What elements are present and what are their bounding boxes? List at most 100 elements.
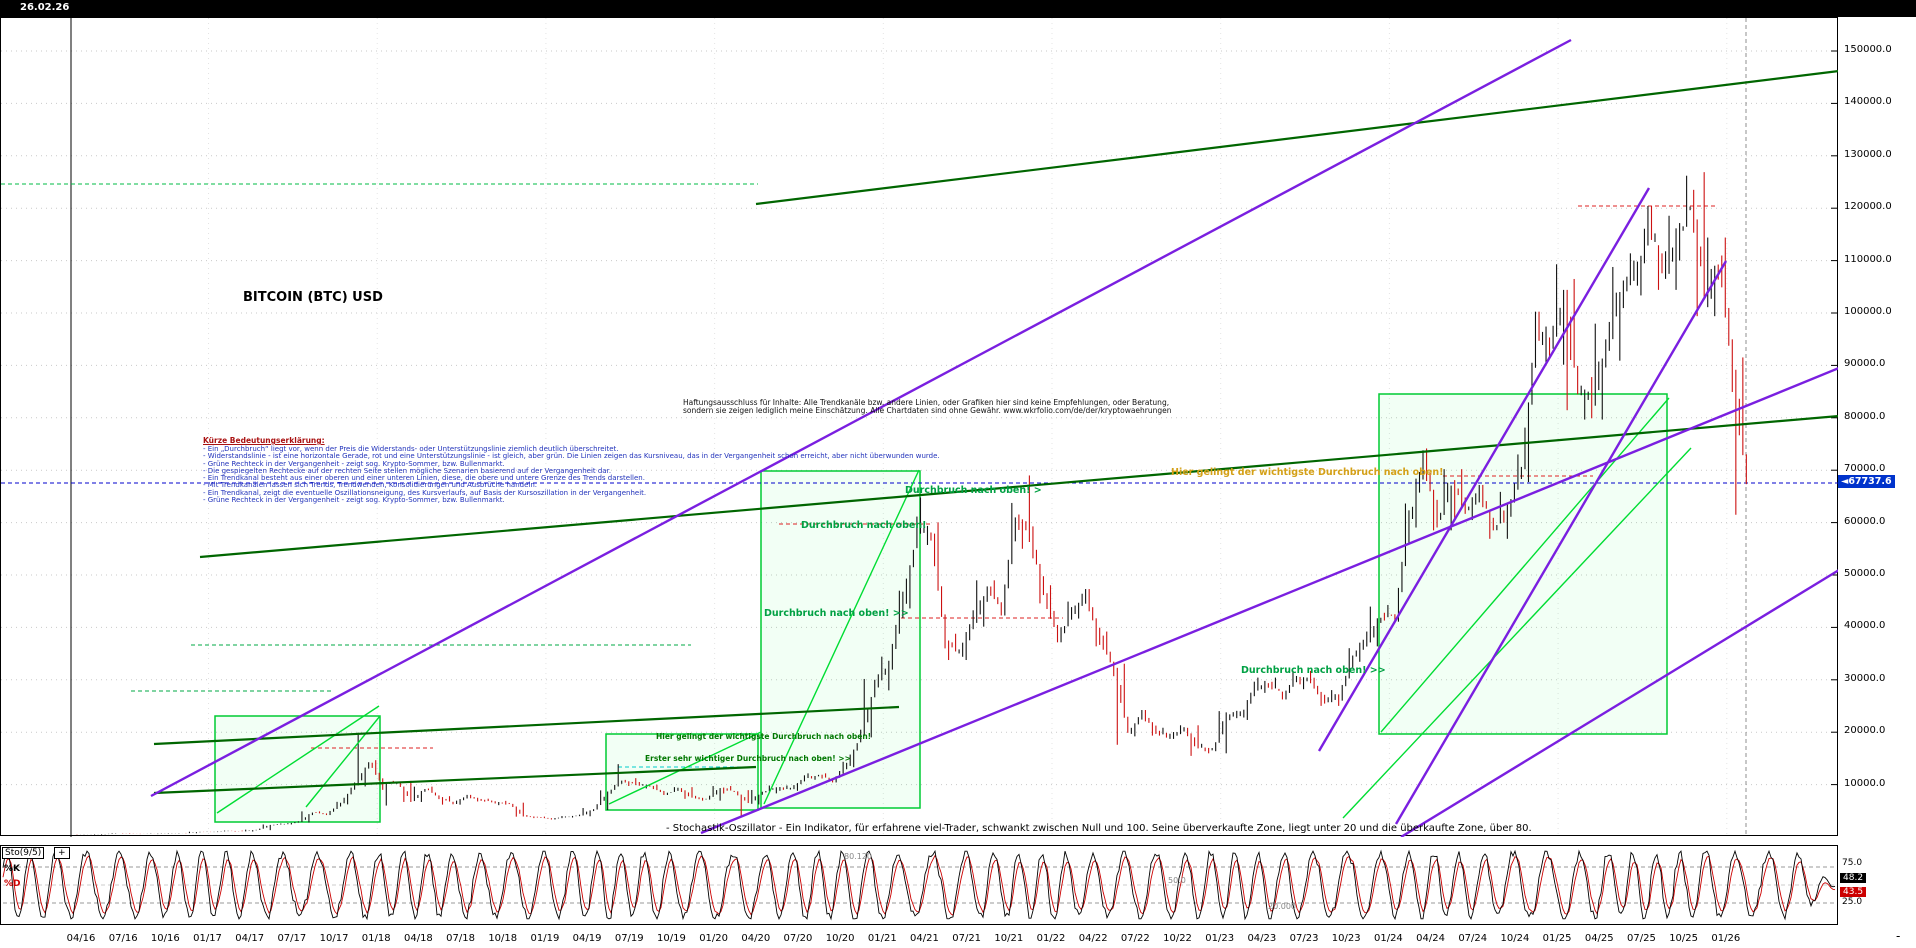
legend-block: Kürze Bedeutungserklärung: - Ein „Durchb… [203,436,940,504]
breakout-annotation-5: Hier gelingt der wichtigste Durchbruch n… [1171,467,1444,478]
legend-line-4: - Die gespiegelten Rechtecke auf der rec… [203,466,612,475]
date-tick-label: 07/22 [1120,933,1150,944]
legend-lines: - Ein „Durchbruch“ liegt vor, wenn der P… [203,445,940,505]
disclaimer-line2: sondern sie zeigen lediglich meine Einsc… [683,406,1172,416]
legend-line-7: - Ein Trendkanal, zeigt die eventuelle O… [203,488,647,497]
price-tick-label: 80000.0 [1844,410,1886,422]
date-tick-label: 07/16 [108,933,138,944]
date-tick-label: 01/19 [530,933,560,944]
current-price-marker: ◄67737.6 [1838,475,1895,488]
price-tick-label: 20000.0 [1844,725,1886,737]
date-tick-label: 10/20 [825,933,855,944]
price-tick-label: 10000.0 [1844,777,1886,789]
date-tick-label: 01/20 [699,933,729,944]
date-tick-label: 04/22 [1078,933,1108,944]
k-line-label: %K [4,864,20,874]
date-tick-label: 10/19 [657,933,686,944]
osc-inner-label-1: 80.120 [844,852,872,861]
osc-upper-level: 75.0 [1842,858,1863,868]
price-tick-label: 120000.0 [1844,201,1892,213]
stochastic-note: - Stochastik-Oszillator - Ein Indikator,… [666,823,1532,834]
legend-line-8: - Grüne Rechteck in der Vergangenheit - … [203,496,505,505]
price-marker-arrow-icon: ◄ [1841,476,1849,487]
disclaimer-line1: Haftungsausschluss für Inhalte: Alle Tre… [683,398,1170,407]
osc-d-value: 43.5 [1840,887,1867,897]
date-tick-label: 07/25 [1627,933,1656,944]
collapse-control[interactable]: - [1896,929,1901,943]
date-tick-label: 01/23 [1205,933,1235,944]
date-tick-label: 07/23 [1289,933,1319,944]
legend-line-1: - Ein „Durchbruch“ liegt vor, wenn der P… [203,445,619,453]
date-tick-label: 10/25 [1669,933,1699,944]
price-tick-label: 30000.0 [1844,672,1886,684]
breakout-annotation-2: Durchbruch nach oben! [801,520,927,531]
d-line-label: %D [4,879,21,889]
chart-date-label: 26.02.26 [20,2,70,13]
date-tick-label: 04/18 [403,933,433,944]
breakout-annotation-6: Hier gelingt der wichtigste Durchbruch n… [656,732,872,741]
date-tick-label: 07/24 [1458,933,1488,944]
osc-lower-level: 25.0 [1842,897,1863,907]
date-tick-label: 07/19 [614,933,644,944]
add-indicator-button[interactable]: + [54,847,70,859]
disclaimer: Haftungsausschluss für Inhalte: Alle Tre… [683,398,1172,416]
legend-line-5: - Ein Trendkanal besteht aus einer obere… [203,474,645,483]
date-tick-label: 07/20 [783,933,813,944]
price-tick-label: 60000.0 [1844,515,1886,527]
breakout-annotation-3: Durchbruch nach oben! > [905,485,1042,496]
date-tick-label: 04/19 [572,933,602,944]
date-tick-label: 07/17 [277,933,307,944]
price-tick-label: 100000.0 [1844,306,1892,317]
date-tick-label: 04/17 [235,933,265,944]
osc-inner-label-2: 50.0 [1168,876,1186,885]
chart-title: BITCOIN (BTC) USD [243,290,383,305]
title-bar: 26.02.26 [0,0,1916,17]
oscillator-canvas [2,849,1836,921]
date-tick-label: 04/23 [1247,933,1277,944]
osc-inner-label-3: 20.000 [1268,902,1296,911]
date-tick-label: 01/25 [1542,933,1572,944]
breakout-annotation-4: Durchbruch nach oben! >> [1241,665,1386,676]
date-tick-label: 04/21 [910,933,939,944]
price-axis: ◄67737.6 150000.0 140000.0 130000.0 120000.… [1838,17,1916,836]
date-tick-label: 10/23 [1331,933,1361,944]
price-tick-label: 70000.0 [1844,463,1886,475]
date-tick-label: 10/16 [150,933,180,944]
price-tick-label: 40000.0 [1844,620,1886,632]
date-tick-label: 04/25 [1584,933,1614,944]
current-price-value: 67737.6 [1848,476,1892,487]
oscillator-axis: 75.0 48.2 43.5 25.0 [1840,845,1916,925]
date-tick-label: 07/18 [446,933,475,944]
legend-header: Kürze Bedeutungserklärung: [203,436,325,445]
price-tick-label: 50000.0 [1844,568,1886,579]
price-tick-label: 110000.0 [1844,253,1892,265]
price-chart-area[interactable]: BITCOIN (BTC) USD Kürze Bedeutungserklär… [0,17,1839,837]
date-tick-label: 01/26 [1711,933,1741,944]
breakout-annotation-1: Durchbruch nach oben! >> [764,608,909,619]
price-tick-label: 90000.0 [1844,358,1886,370]
breakout-annotation-7: Erster sehr wichtiger Durchbruch nach ob… [645,754,851,763]
date-tick-label: 01/17 [193,933,222,944]
date-tick-label: 01/18 [361,933,391,944]
price-tick-label: 140000.0 [1844,96,1892,108]
price-tick-label: 130000.0 [1844,148,1892,160]
date-tick-label: 10/24 [1500,933,1530,944]
osc-k-value: 48.2 [1840,873,1867,883]
date-tick-label: 07/21 [952,933,982,944]
date-tick-label: 10/22 [1163,933,1192,944]
price-tick-label: 150000.0 [1844,44,1892,55]
legend-line-3: - Grüne Rechteck in der Vergangenheit - … [203,459,505,468]
date-tick-label: 01/22 [1036,933,1066,944]
date-tick-label: 04/16 [66,933,96,944]
date-tick-label: 04/24 [1416,933,1445,944]
legend-line-6: - Mit Trendkanälen lassen sich Trends, T… [203,481,537,490]
date-tick-label: 01/21 [867,933,897,944]
price-chart-canvas[interactable] [1,18,1839,837]
date-tick-label: 10/18 [488,933,518,944]
time-axis: 04/16 07/16 10/16 01/17 04/17 07/17 10/17 01/18… [0,925,1916,948]
date-tick-label: 10/17 [319,933,349,944]
date-tick-label: 01/24 [1373,933,1403,944]
oscillator-panel[interactable]: 80.120 50.0 20.000 [0,845,1838,925]
legend-line-2: - Widerstandslinie - ist eine horizontal… [203,452,940,461]
oscillator-settings-button[interactable]: Sto(9/5) [2,847,45,859]
